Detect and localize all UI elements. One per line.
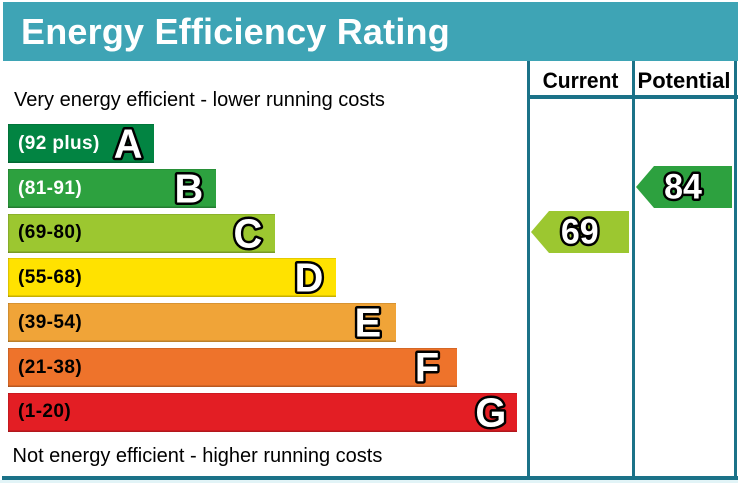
svg-text:C: C [234, 211, 263, 257]
svg-text:69: 69 [560, 213, 598, 252]
svg-text:B: B [175, 166, 204, 212]
svg-text:F: F [415, 345, 439, 391]
svg-text:A: A [114, 121, 143, 167]
svg-text:D: D [295, 255, 324, 301]
svg-text:E: E [355, 300, 382, 346]
svg-text:G: G [475, 390, 506, 436]
svg-text:84: 84 [664, 168, 702, 207]
